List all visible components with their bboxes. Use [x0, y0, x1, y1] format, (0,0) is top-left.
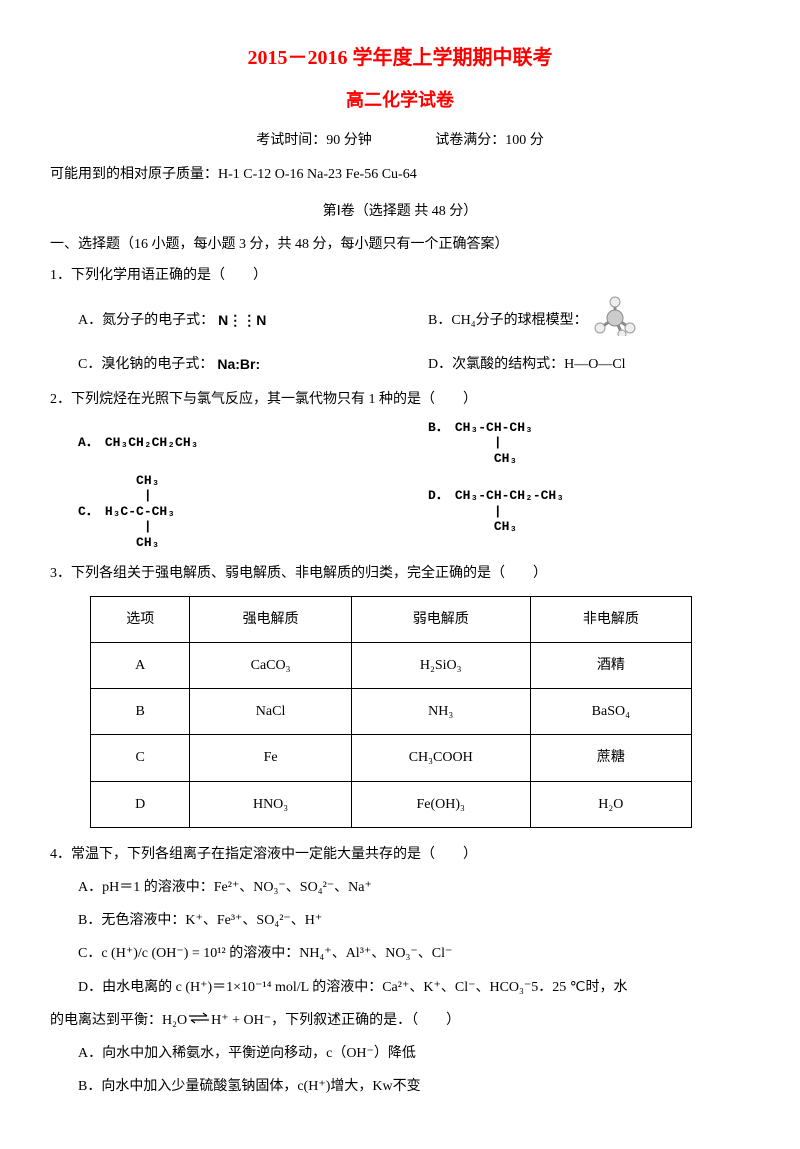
q1-option-c: C．溴化钠的电子式： Na:Br:: [50, 352, 400, 377]
question-4: 4．常温下，下列各组离子在指定溶液中一定能大量共存的是（ ） A．pH＝1 的溶…: [50, 842, 750, 1100]
q1-option-b: B．CH₄分子的球棍模型：: [400, 296, 750, 345]
q4-option-a: A．pH＝1 的溶液中：Fe²⁺、NO₃⁻、SO₄²⁻、Na⁺: [50, 875, 750, 900]
q3-text: 3．下列各组关于强电解质、弱电解质、非电解质的归类，完全正确的是（ ）: [50, 561, 750, 586]
q1c-label: C．溴化钠的电子式：: [78, 352, 213, 377]
exam-time: 考试时间：90 分钟: [256, 128, 372, 153]
th-option: 选项: [91, 596, 190, 642]
th-non: 非电解质: [530, 596, 691, 642]
main-title: 2015－2016 学年度上学期期中联考: [50, 40, 750, 76]
q2b-structure: CH₃-CH-CH₃ | CH₃: [455, 420, 533, 467]
table-row: A CaCO₃ H₂SiO₃ 酒精: [91, 643, 692, 689]
q1-text: 1．下列化学用语正确的是（ ）: [50, 263, 750, 288]
section-1-header: 第Ⅰ卷（选择题 共 48 分）: [50, 199, 750, 224]
table-row: D HNO₃ Fe(OH)₃ H₂O: [91, 781, 692, 827]
nitrogen-electron-formula: N⋮⋮N: [214, 308, 270, 333]
q2a-structure: CH₃CH₂CH₂CH₃: [105, 435, 199, 451]
exam-info: 考试时间：90 分钟 试卷满分：100 分: [50, 128, 750, 153]
q2-option-a: A． CH₃CH₂CH₂CH₃: [50, 435, 400, 451]
q5-option-b: B．向水中加入少量硫酸氢钠固体，c(H⁺)增大，Kw不变: [50, 1074, 750, 1099]
q4-option-d-cont: 的电离达到平衡：H₂OH⁺ + OH⁻，下列叙述正确的是．（ ）: [50, 1008, 750, 1033]
section-1-instructions: 一、选择题（16 小题，每小题 3 分，共 48 分，每小题只有一个正确答案）: [50, 232, 750, 257]
q1-option-d: D．次氯酸的结构式：H—O—Cl: [400, 352, 750, 377]
atomic-mass-info: 可能用到的相对原子质量：H-1 C-12 O-16 Na-23 Fe-56 Cu…: [50, 162, 750, 187]
q2d-structure: CH₃-CH-CH₂-CH₃ | CH₃: [455, 488, 564, 535]
q2c-structure: CH₃ | H₃C-C-CH₃ | CH₃: [105, 473, 175, 551]
equilibrium-icon: [187, 1008, 211, 1033]
q1a-label: A．氮分子的电子式：: [78, 308, 214, 333]
q4-option-c: C．c (H⁺)/c (OH⁻) = 10¹² 的溶液中：NH₄⁺、Al³⁺、N…: [50, 941, 750, 966]
table-header-row: 选项 强电解质 弱电解质 非电解质: [91, 596, 692, 642]
q2c-label: C．: [78, 504, 99, 520]
q4-option-b: B．无色溶液中：K⁺、Fe³⁺、SO₄²⁻、H⁺: [50, 908, 750, 933]
q2-text: 2．下列烷烃在光照下与氯气反应，其一氯代物只有 1 种的是（ ）: [50, 387, 750, 412]
q1b-label: B．CH₄分子的球棍模型：: [428, 308, 588, 333]
electrolyte-table: 选项 强电解质 弱电解质 非电解质 A CaCO₃ H₂SiO₃ 酒精 B Na…: [90, 596, 692, 828]
q2a-label: A．: [78, 435, 99, 451]
q1-option-a: A．氮分子的电子式： N⋮⋮N: [50, 308, 400, 333]
q4-option-d: D．由水电离的 c (H⁺)＝1×10⁻¹⁴ mol/L 的溶液中：Ca²⁺、K…: [50, 975, 750, 1000]
question-1: 1．下列化学用语正确的是（ ） A．氮分子的电子式： N⋮⋮N B．CH₄分子的…: [50, 263, 750, 377]
q1d-label: D．次氯酸的结构式：H—O—Cl: [428, 352, 626, 377]
q2d-label: D．: [428, 488, 449, 504]
q5-option-a: A．向水中加入稀氨水，平衡逆向移动，c（OH⁻）降低: [50, 1041, 750, 1066]
question-3: 3．下列各组关于强电解质、弱电解质、非电解质的归类，完全正确的是（ ） 选项 强…: [50, 561, 750, 828]
q2-option-b: B． CH₃-CH-CH₃ | CH₃: [400, 420, 750, 467]
th-strong: 强电解质: [190, 596, 351, 642]
question-2: 2．下列烷烃在光照下与氯气反应，其一氯代物只有 1 种的是（ ） A． CH₃C…: [50, 387, 750, 551]
th-weak: 弱电解质: [351, 596, 530, 642]
q2-option-d: D． CH₃-CH-CH₂-CH₃ | CH₃: [400, 488, 750, 535]
sub-title: 高二化学试卷: [50, 84, 750, 116]
exam-full-marks: 试卷满分：100 分: [435, 128, 544, 153]
q2-option-c: C． CH₃ | H₃C-C-CH₃ | CH₃: [50, 473, 400, 551]
table-row: B NaCl NH₃ BaSO₄: [91, 689, 692, 735]
q2b-label: B．: [428, 420, 449, 436]
q4-text: 4．常温下，下列各组离子在指定溶液中一定能大量共存的是（ ）: [50, 842, 750, 867]
nabr-electron-formula: Na:Br:: [213, 352, 264, 377]
methane-model-icon: [592, 296, 638, 345]
table-row: C Fe CH₃COOH 蔗糖: [91, 735, 692, 781]
